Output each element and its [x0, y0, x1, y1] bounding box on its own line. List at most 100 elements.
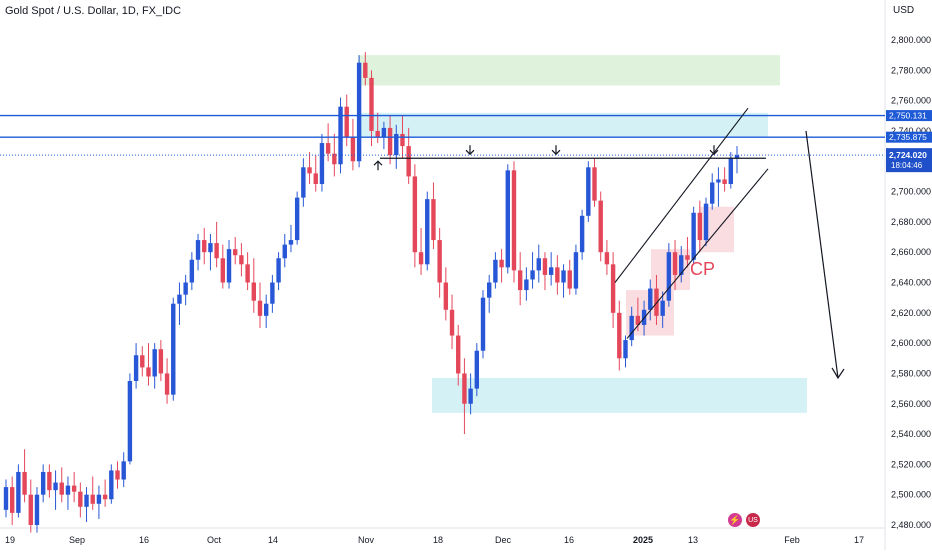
candle [226, 240, 232, 289]
candle [363, 52, 368, 86]
candle-body [47, 471, 52, 491]
candle [115, 461, 120, 489]
us-flag-icon[interactable]: US [746, 513, 760, 527]
candle [493, 252, 498, 289]
pattern-label: CP [690, 259, 715, 279]
candle-body [338, 106, 343, 165]
candle [356, 55, 362, 168]
candle [672, 240, 678, 291]
candle-body [356, 62, 362, 162]
candle [65, 476, 71, 510]
candle [375, 112, 380, 144]
currency-label[interactable]: USD [893, 5, 915, 16]
candle-body [635, 315, 641, 325]
candle-body [573, 252, 579, 289]
candle [654, 274, 659, 325]
candle [505, 164, 510, 274]
candle-body [208, 243, 213, 253]
candle-body [487, 282, 492, 298]
last-price-text: 2,724.020 [889, 150, 927, 160]
candle-body [239, 255, 244, 265]
bottom-icons: ⚡ US [728, 513, 760, 527]
candle-body [542, 258, 548, 275]
candle-body [189, 259, 195, 283]
candle [548, 252, 554, 286]
price-tag-lower-bg [886, 131, 932, 143]
candle-body [183, 282, 188, 295]
candle-body [233, 249, 238, 256]
candle [313, 155, 318, 192]
touch-arrow-1-head [465, 149, 475, 156]
candle [146, 343, 151, 386]
candle [437, 227, 442, 298]
candle-body [257, 300, 263, 316]
candle-body [394, 133, 399, 156]
time-tick-label: 2025 [633, 535, 653, 545]
candle-body [251, 282, 256, 301]
candle-body [530, 270, 535, 280]
candle-body [270, 282, 275, 304]
candle [127, 373, 133, 465]
candle-body [598, 200, 603, 253]
candle-body [84, 494, 89, 507]
candle-body [536, 258, 541, 271]
candle-body [313, 173, 318, 184]
time-tick-label: 18 [433, 535, 443, 545]
candle [276, 252, 281, 291]
candle-body [567, 270, 572, 289]
upper-blue-zone [358, 112, 768, 137]
time-tick-label: 13 [688, 535, 698, 545]
candle-body [480, 297, 486, 351]
candle [28, 479, 33, 533]
candle [511, 161, 517, 283]
candle [239, 243, 244, 277]
countdown-text: 18:04:46 [891, 161, 923, 170]
candle [84, 487, 89, 522]
candle-body [115, 470, 120, 480]
candle-body [171, 303, 176, 395]
candle-body [65, 485, 71, 495]
candle-body [226, 249, 232, 283]
candle [350, 118, 356, 171]
candle-body [400, 133, 405, 147]
candle-body [307, 167, 312, 174]
candle-body [202, 240, 207, 253]
candle [536, 244, 541, 283]
time-tick-label: 14 [268, 535, 278, 545]
candle [617, 300, 622, 371]
candle [660, 291, 665, 328]
price-tag-upper: 2,750.131 [886, 110, 932, 122]
candle [233, 237, 238, 265]
candle [90, 476, 95, 510]
price-tick-label: 2,740.000 [891, 126, 931, 136]
candle [394, 124, 399, 169]
candle [34, 487, 40, 533]
candle [282, 234, 287, 268]
candle [96, 485, 102, 519]
candle [263, 294, 269, 328]
time-tick-label: Sep [69, 535, 85, 545]
candle [691, 206, 696, 265]
price-tick-label: 2,700.000 [891, 187, 931, 197]
candle-body [456, 335, 461, 374]
lightning-icon[interactable]: ⚡ [728, 513, 742, 527]
candle-body [710, 182, 715, 204]
candle-body [592, 167, 597, 201]
candle-body [319, 143, 325, 184]
candle-body [102, 494, 108, 500]
candle [524, 267, 529, 301]
candle [195, 234, 201, 271]
candle [307, 152, 312, 184]
candle-body [623, 340, 628, 359]
candle-body [71, 485, 77, 492]
candle [102, 479, 108, 507]
candle [369, 70, 374, 147]
candle-body [245, 264, 250, 283]
channel-lower-line [626, 168, 769, 339]
price-tag-lower-text: 2,735.875 [889, 132, 927, 142]
candle [734, 146, 740, 174]
candle [555, 255, 560, 295]
